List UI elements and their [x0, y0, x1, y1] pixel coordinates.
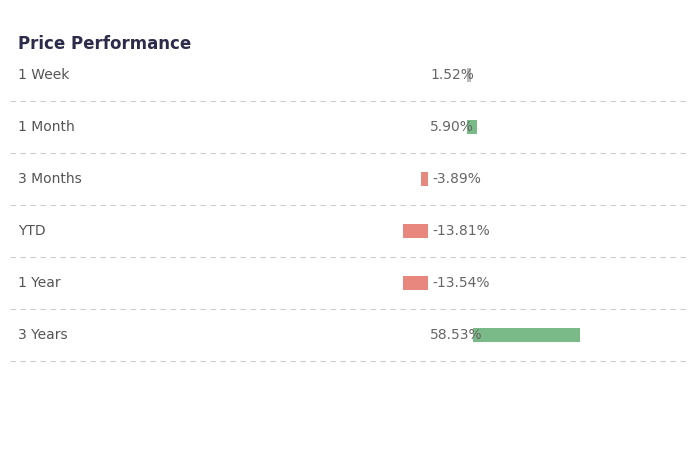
Text: 58.53%: 58.53%: [430, 328, 482, 342]
FancyBboxPatch shape: [402, 224, 428, 238]
Text: YTD: YTD: [18, 224, 46, 238]
Text: 1.52%: 1.52%: [430, 68, 474, 82]
FancyBboxPatch shape: [421, 172, 428, 186]
FancyBboxPatch shape: [473, 328, 580, 342]
Text: 1 Month: 1 Month: [18, 120, 75, 134]
Text: 1 Week: 1 Week: [18, 68, 69, 82]
Text: 3 Months: 3 Months: [18, 172, 82, 186]
Text: 1 Year: 1 Year: [18, 276, 61, 290]
Text: -13.54%: -13.54%: [432, 276, 489, 290]
FancyBboxPatch shape: [403, 276, 428, 290]
FancyBboxPatch shape: [466, 68, 470, 82]
Text: 3 Years: 3 Years: [18, 328, 68, 342]
Text: -3.89%: -3.89%: [432, 172, 481, 186]
Text: -13.81%: -13.81%: [432, 224, 490, 238]
Text: Price Performance: Price Performance: [18, 35, 191, 53]
Text: 5.90%: 5.90%: [430, 120, 474, 134]
FancyBboxPatch shape: [466, 120, 477, 134]
